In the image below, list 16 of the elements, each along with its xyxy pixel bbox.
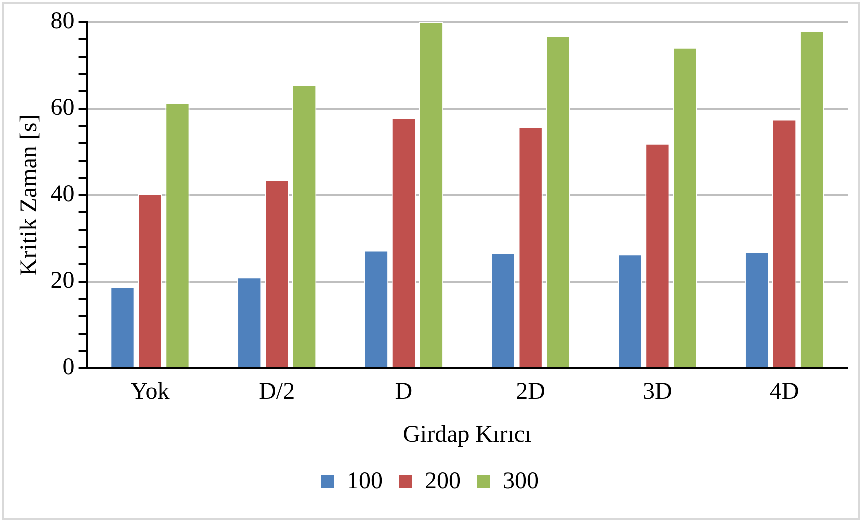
- y-tick-label: 20: [50, 268, 75, 294]
- x-tick-label: 4D: [770, 379, 800, 406]
- x-tick-label: D: [395, 379, 413, 406]
- y-tick-label: 60: [50, 95, 75, 122]
- y-axis-title: Kritik Zaman [s]: [16, 114, 43, 276]
- y-tick-label: 80: [50, 8, 75, 35]
- x-tick-label: 3D: [643, 379, 672, 406]
- legend-label: 300: [503, 468, 539, 494]
- y-tick-label: 0: [62, 354, 75, 381]
- x-axis-title: Girdap Kırıcı: [403, 422, 532, 448]
- legend-label: 200: [425, 468, 461, 494]
- x-tick-label: Yok: [130, 379, 170, 406]
- legend-label: 100: [347, 468, 383, 494]
- x-tick-label: D/2: [259, 379, 296, 406]
- x-tick-label: 2D: [516, 379, 546, 406]
- y-tick-label: 40: [50, 182, 75, 208]
